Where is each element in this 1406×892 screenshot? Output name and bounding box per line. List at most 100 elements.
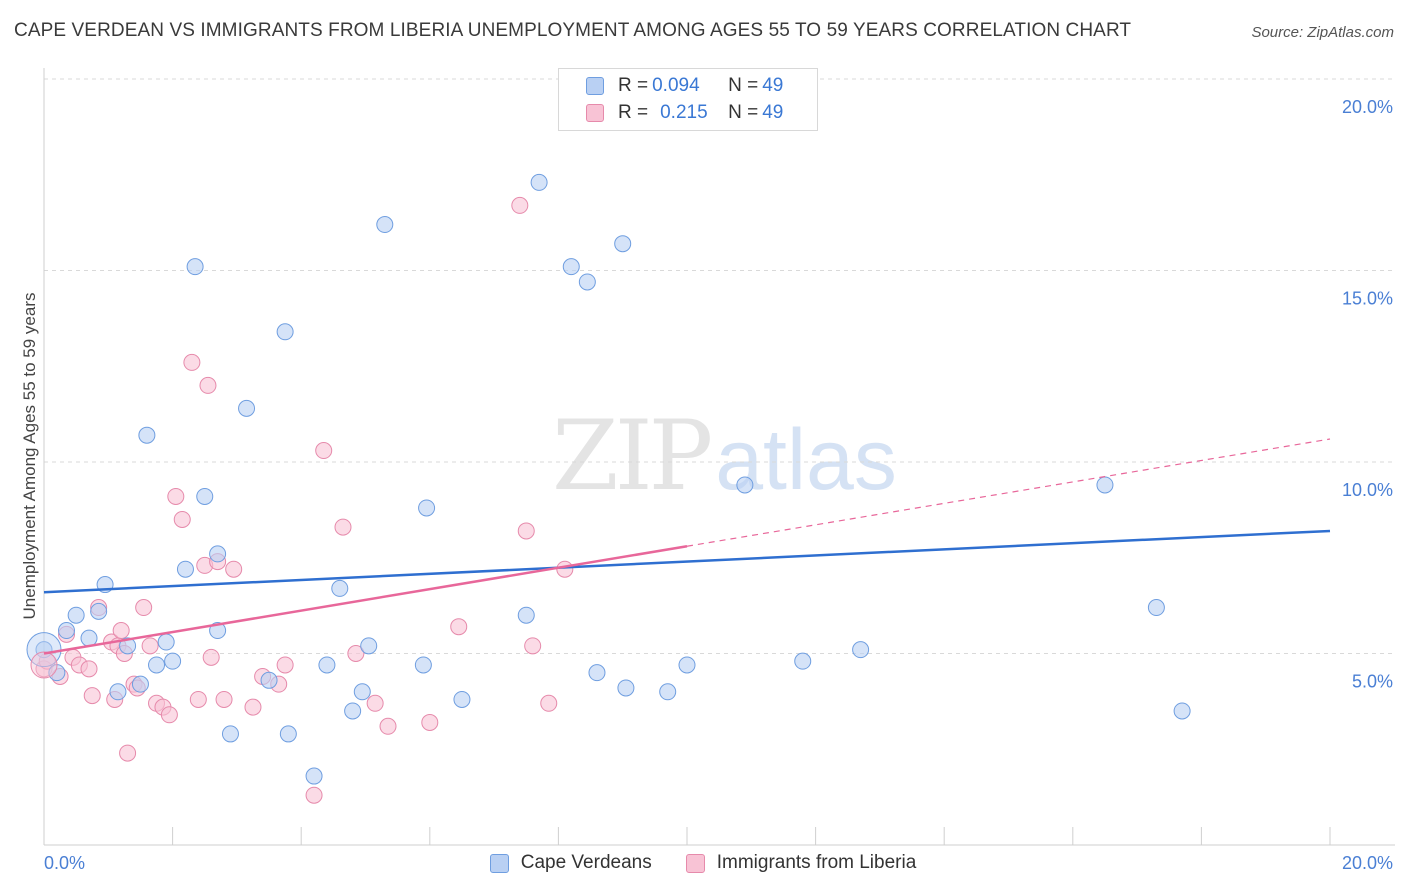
r-label: R = bbox=[618, 75, 649, 96]
cape-verdean-point bbox=[318, 656, 336, 674]
cape-verdeans-swatch bbox=[489, 853, 509, 873]
liberia-point bbox=[511, 196, 529, 214]
cape-verdean-point bbox=[276, 323, 294, 341]
cape-verdean-point bbox=[852, 641, 870, 659]
r-value: 0.094 bbox=[652, 75, 700, 96]
liberia-point bbox=[347, 645, 365, 662]
legend-label: Cape Verdeans bbox=[520, 852, 652, 873]
cape-verdean-point bbox=[617, 679, 635, 697]
liberia-point bbox=[421, 713, 439, 731]
r-label: R = bbox=[618, 102, 649, 123]
cape-verdean-trendline bbox=[43, 529, 1331, 594]
cape-verdean-point bbox=[157, 633, 175, 651]
cape-verdean-point bbox=[344, 702, 362, 720]
liberia-swatch bbox=[685, 853, 705, 873]
stats-legend-row-liberia: R = 0.215 N = 49 bbox=[586, 100, 783, 126]
liberia-point bbox=[173, 510, 191, 528]
cape-verdean-point bbox=[209, 622, 227, 640]
cape-verdean-point bbox=[138, 426, 156, 444]
cape-verdean-point bbox=[360, 637, 378, 655]
cape-verdean-point bbox=[678, 656, 696, 674]
cape-verdean-point bbox=[517, 606, 535, 624]
liberia-point bbox=[540, 694, 558, 712]
liberia-cluster-point bbox=[30, 651, 58, 679]
liberia-point bbox=[141, 637, 159, 655]
legend-item-liberia[interactable]: Immigrants from Liberia bbox=[685, 852, 917, 874]
liberia-point bbox=[379, 717, 397, 735]
y-tick-label: 10.0% bbox=[1342, 480, 1393, 500]
y-tick-label: 15.0% bbox=[1342, 289, 1393, 309]
cape-verdean-point bbox=[794, 652, 812, 670]
cape-verdean-point bbox=[414, 656, 432, 674]
cape-verdean-point bbox=[418, 499, 436, 517]
cape-verdean-point bbox=[67, 606, 85, 624]
liberia-point bbox=[202, 648, 220, 666]
cape-verdean-point bbox=[376, 216, 394, 234]
liberia-point bbox=[80, 660, 98, 678]
n-value: 49 bbox=[762, 102, 784, 123]
liberia-point bbox=[189, 690, 207, 708]
cape-verdean-point bbox=[588, 664, 606, 682]
cape-verdean-point bbox=[164, 652, 182, 670]
y-tick-label: 5.0% bbox=[1352, 672, 1393, 692]
cape-verdean-point bbox=[331, 579, 349, 597]
source-label: Source: ZipAtlas.com bbox=[1251, 24, 1394, 41]
zipatlas-watermark: ZIPatlas bbox=[552, 400, 897, 512]
liberia-point bbox=[199, 376, 217, 394]
liberia-swatch bbox=[586, 104, 604, 122]
cape-verdean-point bbox=[196, 487, 214, 505]
cape-verdean-point bbox=[80, 629, 98, 647]
cape-verdean-point bbox=[279, 725, 297, 743]
liberia-point bbox=[183, 353, 201, 371]
cape-verdean-point bbox=[209, 545, 227, 563]
watermark-zip: ZIP bbox=[552, 400, 713, 512]
liberia-point bbox=[83, 687, 101, 705]
cape-verdean-point bbox=[109, 683, 127, 701]
series-legend: Cape Verdeans Immigrants from Liberia bbox=[0, 852, 1406, 874]
cape-verdean-point bbox=[453, 690, 471, 708]
liberia-point bbox=[315, 442, 333, 460]
cape-verdean-point bbox=[1096, 476, 1114, 494]
cape-verdean-point bbox=[148, 656, 166, 674]
liberia-point bbox=[334, 518, 352, 536]
cape-verdean-point bbox=[614, 235, 632, 253]
n-label: N = bbox=[728, 102, 759, 123]
liberia-point bbox=[112, 622, 130, 640]
cape-verdean-point bbox=[736, 476, 754, 494]
liberia-point bbox=[225, 560, 243, 578]
liberia-trendline bbox=[43, 545, 688, 655]
liberia-point bbox=[215, 690, 233, 708]
cape-verdean-point bbox=[578, 273, 596, 291]
stats-legend: R = 0.094 N = 49 R = 0.215 N = 49 bbox=[558, 68, 818, 131]
cape-verdean-point bbox=[305, 767, 323, 785]
x-tick-label: 20.0% bbox=[1342, 853, 1393, 873]
cape-verdean-point bbox=[353, 683, 371, 701]
chart-title: CAPE VERDEAN VS IMMIGRANTS FROM LIBERIA … bbox=[14, 20, 1132, 41]
liberia-point bbox=[119, 744, 137, 762]
liberia-point bbox=[160, 706, 178, 724]
liberia-point bbox=[517, 522, 535, 540]
cape-verdean-point bbox=[58, 622, 76, 640]
legend-item-cape-verdeans[interactable]: Cape Verdeans bbox=[489, 852, 652, 874]
cape-verdean-point bbox=[221, 725, 239, 743]
cape-verdean-point bbox=[1173, 702, 1191, 720]
liberia-point bbox=[135, 599, 153, 617]
legend-label: Immigrants from Liberia bbox=[716, 852, 917, 873]
liberia-point bbox=[244, 698, 262, 716]
liberia-point bbox=[366, 694, 384, 712]
cape-verdean-point bbox=[176, 560, 194, 578]
cape-verdean-point bbox=[90, 602, 108, 620]
liberia-point bbox=[305, 786, 323, 804]
cape-verdean-point bbox=[1147, 599, 1165, 617]
cape-verdean-point bbox=[659, 683, 677, 701]
cape-verdean-point bbox=[119, 637, 137, 655]
x-tick-label: 0.0% bbox=[44, 853, 85, 873]
liberia-trendline-extension bbox=[686, 438, 1331, 547]
cape-verdeans-swatch bbox=[586, 77, 604, 95]
n-label: N = bbox=[728, 75, 759, 96]
liberia-point bbox=[524, 637, 542, 655]
cape-verdean-point bbox=[186, 258, 204, 276]
liberia-point bbox=[556, 560, 574, 578]
cape-verdean-point bbox=[530, 173, 548, 191]
